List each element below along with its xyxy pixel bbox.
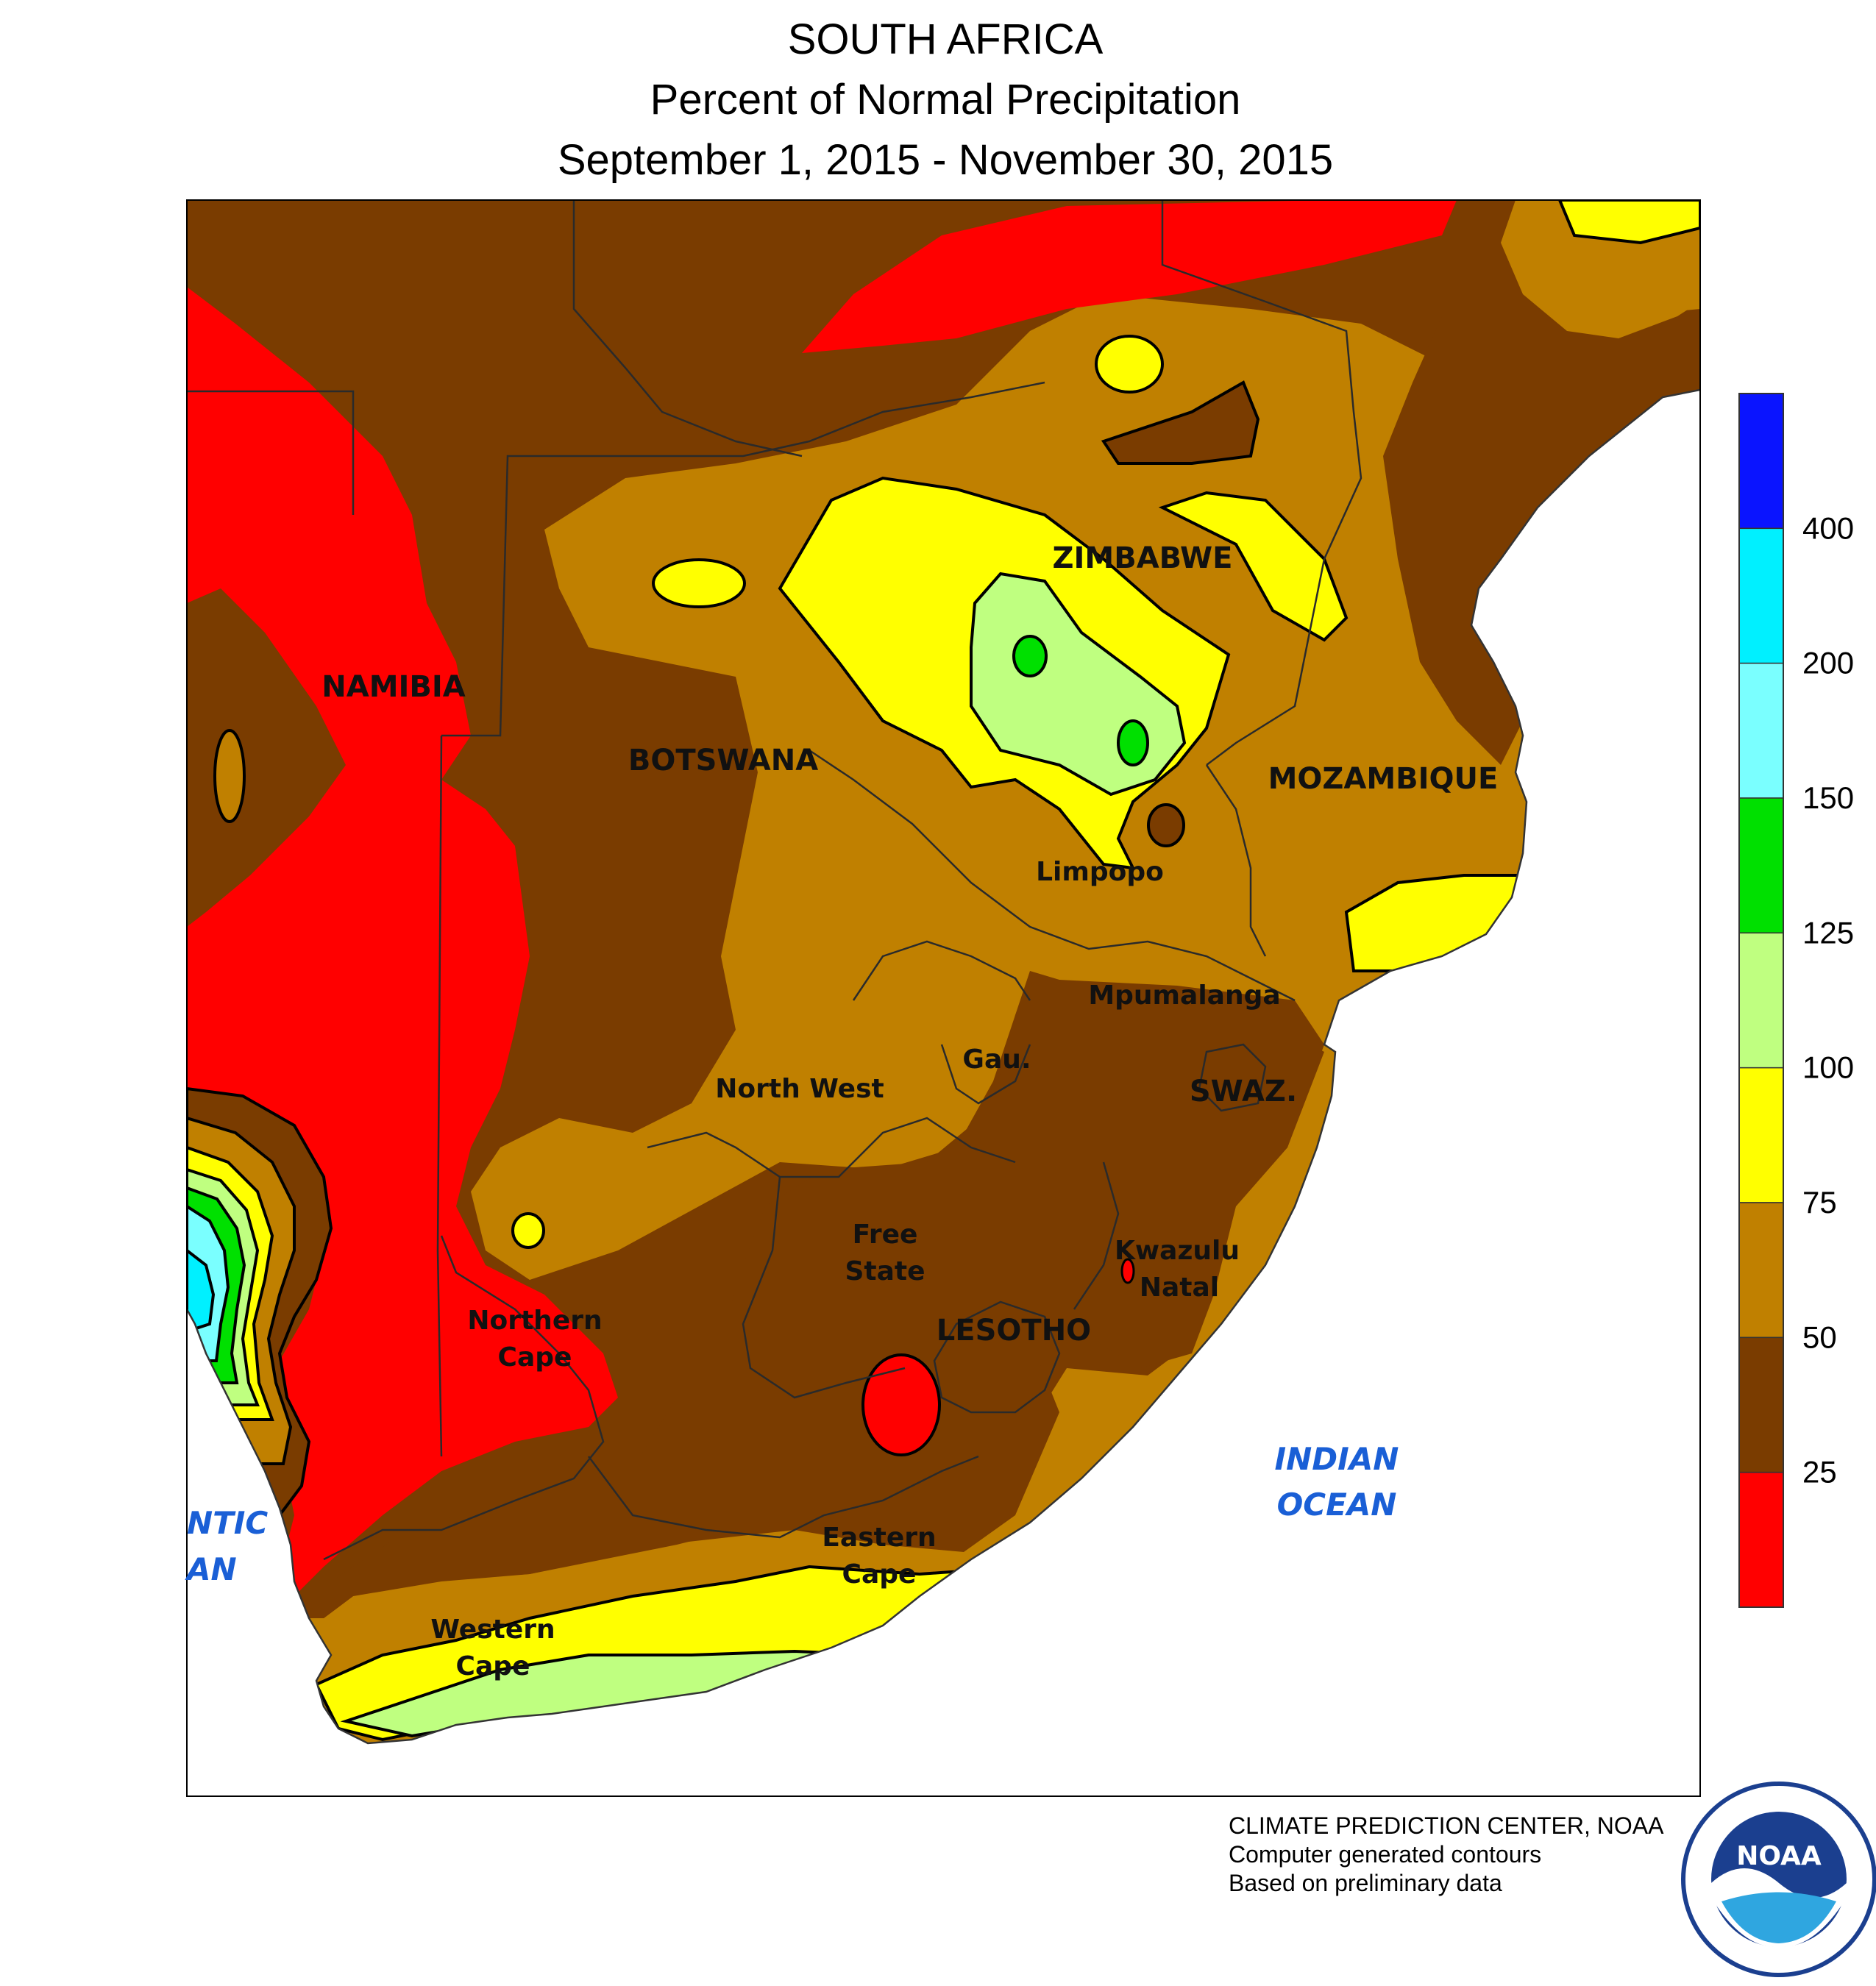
- legend-swatch: [1738, 1202, 1784, 1339]
- label-indian-ocean-2: OCEAN: [1277, 1487, 1397, 1523]
- legend-tick-label: 200: [1802, 646, 1854, 680]
- legend: 400 200 150 125 100 75 50 25: [1738, 393, 1854, 1608]
- legend-tick-label: 125: [1802, 915, 1854, 950]
- label-natal: Natal: [1140, 1273, 1219, 1303]
- legend-frame: [1738, 393, 1784, 1608]
- label-namibia: NAMIBIA: [321, 670, 465, 704]
- legend-tick-label: 75: [1802, 1185, 1837, 1220]
- label-northern-cape-1: Northern: [467, 1306, 602, 1336]
- label-atlantic-ocean-2: AN: [185, 1551, 237, 1587]
- label-western-cape-2: Cape: [456, 1651, 530, 1681]
- label-atlantic-ocean-1: NTIC: [187, 1505, 268, 1541]
- legend-swatch: [1738, 1067, 1784, 1203]
- label-lesotho: LESOTHO: [937, 1314, 1091, 1348]
- label-mozambique: MOZAMBIQUE: [1268, 762, 1499, 796]
- label-indian-ocean-1: INDIAN: [1275, 1441, 1399, 1477]
- noaa-logo-text: NOAA: [1736, 1841, 1822, 1871]
- credit-line-3: Based on preliminary data: [1229, 1870, 1502, 1896]
- credit-line-2: Computer generated contours: [1229, 1841, 1542, 1868]
- legend-swatch: [1738, 1471, 1784, 1608]
- map-title-country: SOUTH AFRICA: [787, 15, 1104, 63]
- label-gauteng: Gau.: [962, 1044, 1031, 1075]
- legend-tick-label: 50: [1802, 1320, 1837, 1354]
- label-limpopo: Limpopo: [1036, 857, 1164, 887]
- label-swaziland: SWAZ.: [1190, 1075, 1297, 1108]
- legend-tick-label: 400: [1802, 510, 1854, 545]
- map-title-product: Percent of Normal Precipitation: [650, 76, 1241, 124]
- label-north-west: North West: [715, 1074, 884, 1104]
- label-northern-cape-2: Cape: [498, 1342, 572, 1373]
- legend-tick-label: 25: [1802, 1455, 1837, 1490]
- legend-tick-label: 150: [1802, 780, 1854, 815]
- country-borders: [187, 200, 1362, 1561]
- label-eastern-cape-1: Eastern: [822, 1523, 936, 1553]
- legend-swatch: [1738, 797, 1784, 934]
- legend-swatch: [1738, 662, 1784, 799]
- credit-line-1: CLIMATE PREDICTION CENTER, NOAA: [1229, 1812, 1664, 1839]
- noaa-logo: NOAA: [1681, 1782, 1876, 1977]
- label-botswana: BOTSWANA: [628, 744, 818, 777]
- label-mpumalanga: Mpumalanga: [1088, 980, 1280, 1011]
- label-kwazulu-1: Kwazulu: [1115, 1236, 1240, 1266]
- map-labels: NAMIBIA BOTSWANA ZIMBABWE MOZAMBIQUE LES…: [185, 541, 1498, 1681]
- label-eastern-cape-2: Cape: [842, 1559, 917, 1590]
- coastline: [187, 388, 1700, 1745]
- legend-swatch: [1738, 1337, 1784, 1473]
- legend-swatch: [1738, 527, 1784, 664]
- label-free-state-1: Free: [853, 1220, 918, 1250]
- label-western-cape-1: Western: [430, 1615, 555, 1645]
- map-title-period: September 1, 2015 - November 30, 2015: [557, 136, 1334, 184]
- label-zimbabwe: ZIMBABWE: [1053, 541, 1233, 575]
- legend-tick-label: 100: [1802, 1050, 1854, 1085]
- legend-swatch: [1738, 932, 1784, 1069]
- legend-swatch: [1738, 393, 1784, 530]
- label-free-state-2: State: [845, 1256, 925, 1286]
